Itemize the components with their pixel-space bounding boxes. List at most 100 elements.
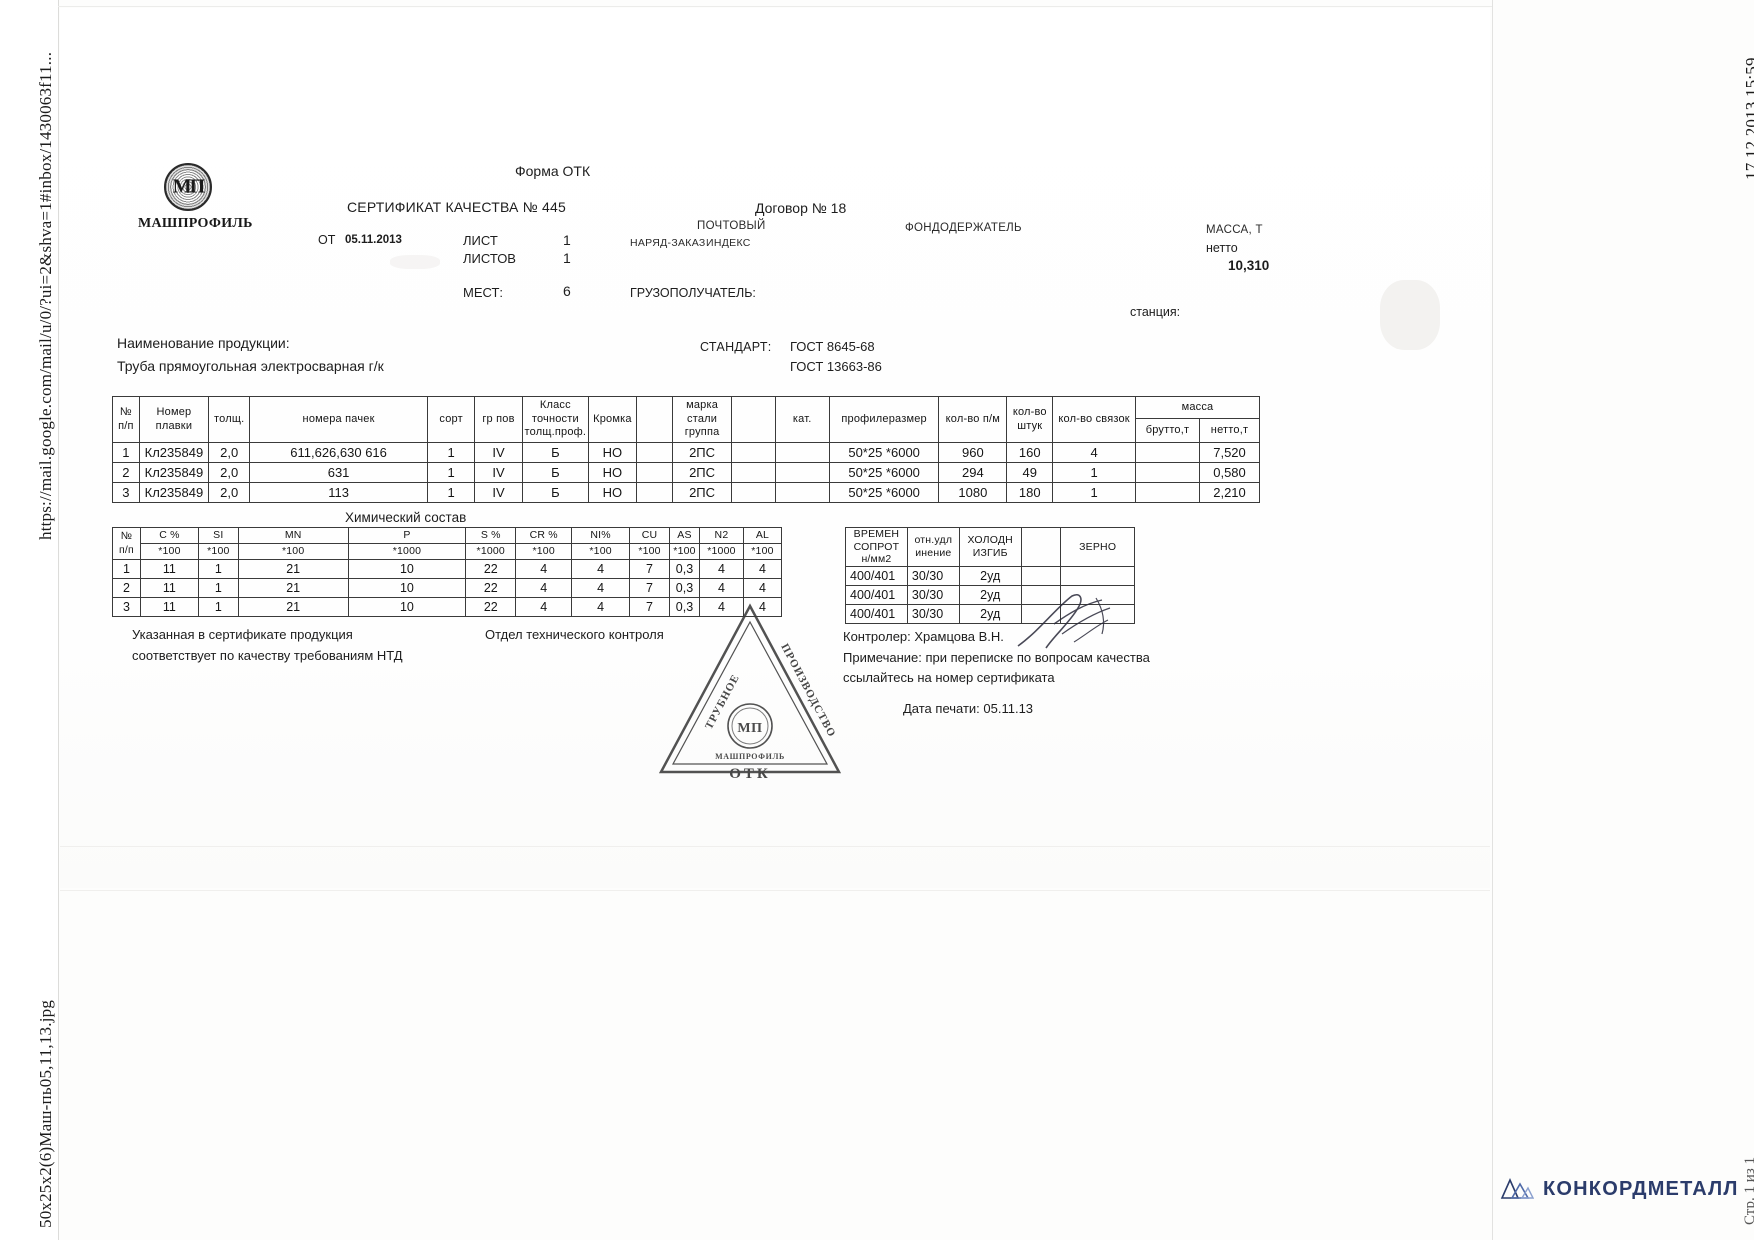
mech-cell-0: 400/401 <box>845 584 908 605</box>
col-edge: Кромка <box>588 396 637 443</box>
mech-cell-0: 400/401 <box>845 565 908 586</box>
product-table-header-row-2: брутто,т нетто,т <box>113 418 1260 443</box>
chem-table-title: Химический состав <box>345 510 467 525</box>
chem-cell-11: 4 <box>742 578 783 598</box>
product-table-header-row-1: № п/п Номер плавки толщ. номера пачек со… <box>112 396 1261 443</box>
chem-cell-0: 1 <box>112 559 141 579</box>
brand-name: КОНКОРДМЕТАЛЛ <box>1543 1177 1739 1200</box>
table-row: 3 Кл235849 2,0 113 1 IV Б НО 2ПС 50*25 *6000 1080 1… <box>112 482 1260 503</box>
chem-table: № п/п C % SI MN P S % CR % NI% CU AS N2 AL *100 *100 *… <box>112 527 783 617</box>
cell-mass-net: 7,520 <box>1199 442 1260 463</box>
chem-cell-4: 10 <box>347 559 467 579</box>
logo-emblem-icon: МП <box>164 163 212 211</box>
chem-cell-6: 4 <box>515 559 573 579</box>
chem-cell-2: 1 <box>197 597 239 617</box>
chem-cell-7: 4 <box>571 559 631 579</box>
chem-cell-2: 1 <box>197 578 239 598</box>
mech-cell-0: 400/401 <box>845 603 908 624</box>
mech-cell-3 <box>1020 565 1062 586</box>
cell-accuracy-class: Б <box>521 442 590 463</box>
col-steel-grade: марка стали группа <box>671 396 733 443</box>
chem-cell-0: 2 <box>112 578 141 598</box>
fundholder-label: ФОНДОДЕРЖАТЕЛЬ <box>905 222 1022 234</box>
cell-sort: 1 <box>426 482 476 503</box>
logo-monogram: МП <box>172 175 205 198</box>
chem-col-2: SI <box>197 527 239 544</box>
chem-col-0: № п/п <box>112 527 141 560</box>
consignee-label: ГРУЗОПОЛУЧАТЕЛЬ: <box>630 286 756 300</box>
form-label: Форма ОТК <box>515 163 591 179</box>
col-pack-numbers: номера пачек <box>249 396 428 443</box>
col-blank-1 <box>635 396 673 443</box>
chem-mult-6: *100 <box>515 543 573 560</box>
table-row: 1 11 1 21 10 22 4 4 7 0,3 4 4 <box>112 559 783 579</box>
mech-table-body: 400/401 30/30 2уд 400/401 30/30 2уд 400/401 30/… <box>845 565 1135 624</box>
chem-mult-11: *100 <box>742 543 783 560</box>
chem-cell-4: 10 <box>347 597 467 617</box>
postal-label: ПОЧТОВЫЙ <box>697 220 766 232</box>
col-mass-net: нетто,т <box>1199 418 1260 443</box>
chem-col-3: MN <box>237 527 349 544</box>
cell-blank1 <box>635 482 673 503</box>
table-row: 400/401 30/30 2уд <box>845 565 1135 586</box>
table-row: 2 Кл235849 2,0 631 1 IV Б НО 2ПС 50*25 *6000 294 49… <box>112 462 1260 483</box>
cell-qty-pcs: 160 <box>1006 442 1054 463</box>
chem-cell-6: 4 <box>515 597 573 617</box>
mech-header-row: ВРЕМЕН СОПРОТ н/мм2 отн.удл инение ХОЛОДН ИЗГИ… <box>845 527 1135 567</box>
conformity-line-1: Указанная в сертификате продукция <box>132 627 353 642</box>
chem-table-body: 1 11 1 21 10 22 4 4 7 0,3 4 4 2 11 1 21 10 22 4 4 7 0,3 4 4 3 11 1… <box>112 559 783 617</box>
cell-sort: 1 <box>426 442 476 463</box>
mech-cell-4 <box>1060 565 1135 586</box>
svg-text:МАШПРОФИЛЬ: МАШПРОФИЛЬ <box>715 752 785 761</box>
cell-edge: НО <box>588 442 637 463</box>
chem-cell-10: 4 <box>698 559 744 579</box>
chem-cell-8: 7 <box>629 578 670 598</box>
cell-profile-size: 50*25 *6000 <box>828 482 940 503</box>
cell-mass-net: 0,580 <box>1199 462 1260 483</box>
chem-multiplier-row: *100 *100 *100 *1000 *1000 *100 *100 *100 *100 *1… <box>113 543 783 560</box>
chem-mult-5: *1000 <box>465 543 517 560</box>
cell-category <box>774 442 830 463</box>
mech-cell-1: 30/30 <box>906 584 960 605</box>
chem-cell-7: 4 <box>571 578 631 598</box>
cell-np: 3 <box>112 482 140 503</box>
cell-qty-bundles: 1 <box>1052 462 1136 483</box>
chem-cell-1: 11 <box>139 559 199 579</box>
places-label: МЕСТ: <box>463 285 504 300</box>
chem-cell-0: 3 <box>112 597 141 617</box>
chem-cell-10: 4 <box>698 578 744 598</box>
cell-profile-size: 50*25 *6000 <box>828 442 940 463</box>
index-label: ИНДЕКС <box>706 237 751 249</box>
standard-value-1: ГОСТ 8645-68 <box>790 339 875 354</box>
cell-heat-number: Кл235849 <box>138 442 210 463</box>
cell-heat-number: Кл235849 <box>138 462 210 483</box>
mech-cell-2: 2уд <box>958 565 1022 586</box>
svg-text:МП: МП <box>737 721 762 736</box>
col-qty-bundles: кол-во связок <box>1052 396 1136 443</box>
cell-pack-numbers: 631 <box>249 462 428 483</box>
cell-mass-gross <box>1134 462 1201 483</box>
cell-blank2 <box>731 482 776 503</box>
chem-cell-5: 22 <box>465 559 517 579</box>
cell-edge: НО <box>588 462 637 483</box>
cell-category <box>774 462 830 483</box>
cell-gr-pov: IV <box>474 462 523 483</box>
chem-cell-8: 7 <box>629 559 670 579</box>
scan-smudge <box>1380 280 1440 350</box>
chem-cell-4: 10 <box>347 578 467 598</box>
chem-cell-7: 4 <box>571 597 631 617</box>
chem-mult-2: *100 <box>197 543 239 560</box>
table-row: 2 11 1 21 10 22 4 4 7 0,3 4 4 <box>112 578 783 598</box>
col-mass-group: масса <box>1134 396 1261 419</box>
chem-cell-3: 21 <box>237 559 349 579</box>
date-from-label: ОТ <box>318 233 336 247</box>
col-qty-pcs: кол-во штук <box>1006 396 1054 443</box>
chem-header-row: № п/п C % SI MN P S % CR % NI% CU AS N2 AL <box>112 527 783 560</box>
net-mass-label: нетто <box>1206 241 1238 255</box>
cell-thickness: 2,0 <box>208 462 251 483</box>
table-row: 1 Кл235849 2,0 611,626,630 616 1 IV Б НО 2ПС 50*2… <box>112 442 1260 463</box>
product-table-head: № п/п Номер плавки толщ. номера пачек со… <box>112 396 1261 443</box>
sheet-label: ЛИСТ <box>463 233 498 248</box>
mech-col-2: ХОЛОДН ИЗГИБ <box>958 527 1022 567</box>
